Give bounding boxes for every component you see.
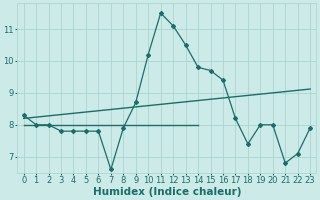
X-axis label: Humidex (Indice chaleur): Humidex (Indice chaleur) (93, 187, 241, 197)
